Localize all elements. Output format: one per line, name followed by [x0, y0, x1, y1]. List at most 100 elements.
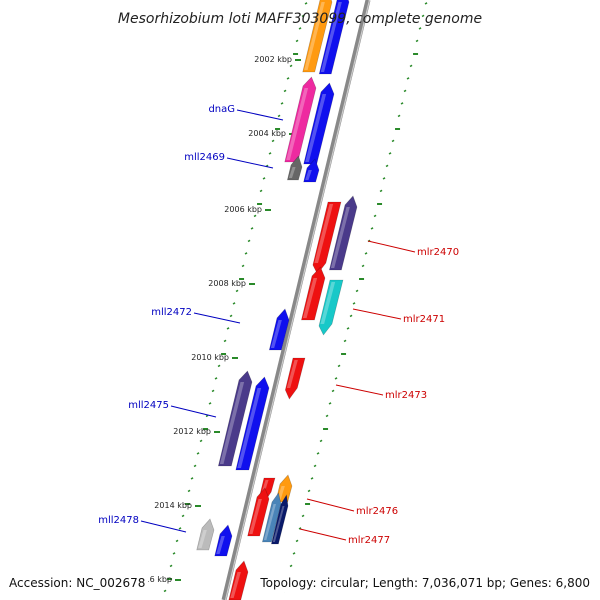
axis-tick-mark	[262, 177, 266, 180]
gene-label-leader	[352, 308, 402, 320]
gene-feature-mlr2473-shine	[286, 360, 298, 388]
axis-tick-mark	[229, 314, 233, 318]
axis-tick-mark	[244, 252, 248, 255]
gene-feature-blue-4	[214, 524, 233, 557]
gene-feature-mll2469	[287, 155, 303, 181]
map-title: Mesorhizobium loti MAFF303099, complete …	[118, 11, 482, 27]
axis-tick-mark	[247, 239, 251, 243]
gene-feature-mll2475	[235, 376, 270, 471]
gene-feature-steel-1	[262, 492, 282, 543]
axis-tick-mark	[196, 452, 200, 455]
axis-tick-mark	[370, 227, 374, 230]
axis-tick-mark	[253, 214, 257, 218]
axis-tick-mark	[400, 102, 404, 105]
axis-tick-mark	[415, 39, 419, 43]
gene-feature-blue-top-body	[318, 0, 350, 75]
axis-tick-mark	[424, 2, 428, 5]
gene-feature-steel-1-body	[262, 492, 282, 543]
label-layer: 2002 kbp 2004 kbp 2006 kbp 2008 kbp 2010 kbp…	[98, 55, 459, 584]
axis-tick-mark	[379, 189, 383, 193]
axis-tick-mark	[214, 377, 218, 380]
gene-feature-red-bottom-shine	[230, 572, 241, 598]
gene-feature-mll2472-body	[268, 308, 290, 351]
gene-feature-purple-1-shine	[330, 207, 350, 268]
gene-label-leader	[299, 528, 347, 541]
axis-tick-mark	[295, 39, 299, 43]
gene-feature-blue-2-body	[303, 82, 335, 165]
axis-tick-mark	[187, 489, 191, 493]
axis-tick-mark	[232, 302, 236, 305]
axis-tick-mark	[226, 327, 230, 330]
backbone-layer	[221, 0, 371, 600]
gene-feature-mll2472-shine	[270, 320, 282, 348]
axis-tick-mark	[223, 339, 227, 343]
axis-tick-mark	[280, 102, 284, 105]
axis-tick-mark	[250, 227, 254, 230]
gene-label-leader	[226, 157, 274, 169]
gene-feature-red-bottom-body	[228, 560, 249, 600]
axis-tick-mark	[277, 114, 281, 118]
gene-feature-dnaG-body	[284, 76, 317, 163]
gene-feature-navy-1-shine	[272, 506, 285, 542]
gene-feature-blue-top-shine	[320, 2, 342, 72]
axis-tick-mark	[391, 139, 395, 143]
axis-tick-mark	[271, 139, 275, 143]
axis-tick-mark	[364, 252, 368, 255]
gene-label-leader	[306, 498, 355, 512]
axis-tick-mark	[355, 289, 359, 293]
gene-label-leader	[236, 109, 284, 121]
gene-feature-purple-2-body	[217, 370, 253, 467]
footer-summary-bg	[256, 574, 596, 592]
axis-tick-mark	[307, 489, 311, 493]
gene-label: mlr2470	[417, 247, 459, 258]
gene-feature-cyan-1	[318, 279, 344, 336]
footer-accession: Accession: NC_002678	[9, 576, 145, 590]
axis-tick-mark	[205, 414, 209, 418]
gene-feature-cyan-1-shine	[320, 282, 336, 324]
gene-label: mll2472	[151, 307, 192, 318]
gene-feature-mlr2477-shine	[249, 499, 262, 534]
axis-tick-mark	[328, 402, 332, 405]
axis-tick-mark	[385, 164, 389, 168]
gene-feature-red-bottom	[228, 560, 249, 600]
gene-label: mlr2477	[348, 535, 390, 546]
axis-tick-mark	[298, 527, 302, 530]
axis-tick-mark	[325, 414, 329, 418]
axis-tick-mark	[289, 564, 293, 568]
gene-label-leader	[170, 405, 217, 418]
axis-tick-mark	[178, 527, 182, 530]
gene-label-leader	[193, 312, 241, 324]
axis-tick-mark	[283, 89, 287, 93]
axis-tick-mark	[349, 314, 353, 318]
axis-tick-mark	[406, 77, 410, 80]
gene-feature-steel-1-shine	[263, 504, 277, 540]
axis-tick-mark	[169, 564, 173, 568]
gene-feature-mll2478	[196, 518, 215, 551]
axis-tick-mark	[388, 152, 392, 155]
axis-tick-mark	[337, 364, 341, 368]
axis-tick-mark	[172, 552, 176, 555]
gene-feature-mll2478-shine	[198, 530, 207, 548]
gene-feature-mll2478-body	[196, 518, 215, 551]
axis-tick-mark	[319, 439, 323, 443]
axis-tick-mark	[208, 402, 212, 405]
gene-feature-blue-2-shine	[305, 94, 327, 162]
gene-feature-blue-3-shine	[305, 170, 312, 180]
axis-tick-label: 2014 kbp	[154, 501, 192, 510]
gene-feature-navy-1-body	[271, 494, 289, 545]
axis-tick-label: 2004 kbp	[248, 129, 286, 138]
axis-tick-mark	[397, 114, 401, 118]
footer-accession-bg	[4, 574, 148, 592]
axis-tick-mark	[403, 89, 407, 93]
gene-feature-mlr2476-shine	[261, 480, 269, 492]
gene-feature-mlr2473	[285, 357, 306, 400]
gene-feature-mll2469-shine	[288, 167, 296, 178]
gene-layer	[196, 0, 358, 600]
axis-tick-mark	[382, 177, 386, 180]
axis-tick-mark	[259, 189, 263, 193]
gene-feature-mlr2470	[312, 201, 342, 275]
axis-tick-mark	[301, 14, 305, 18]
axis-tick-label: 2006 kbp	[224, 205, 262, 214]
gene-feature-mll2475-shine	[237, 388, 262, 468]
